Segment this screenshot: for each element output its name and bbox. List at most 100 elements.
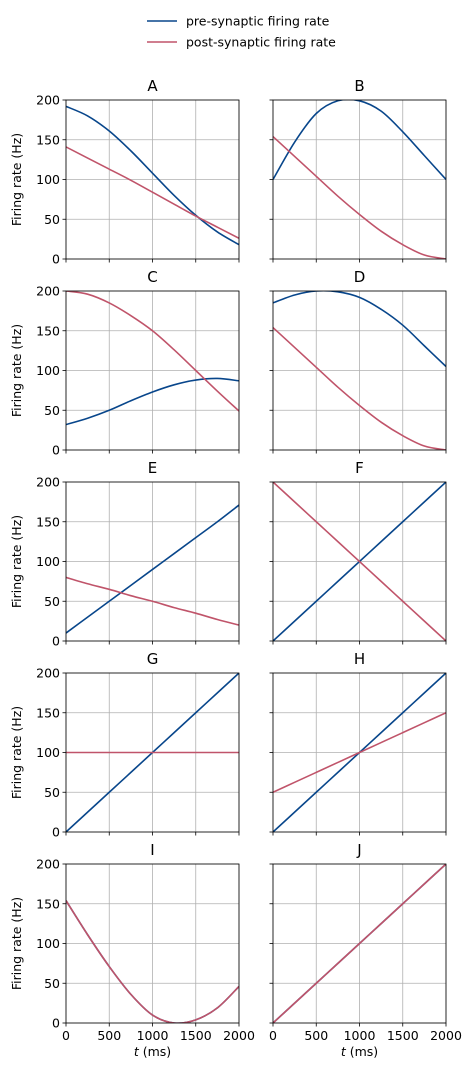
y-axis-label: Firing rate (Hz)	[9, 133, 24, 226]
panel-g: 0 50 100 150 200 Firing rate (Hz) G	[9, 650, 240, 840]
y-tick-label: 100	[36, 554, 60, 569]
x-axis-label: t (ms)	[134, 1044, 171, 1059]
series-line-post	[66, 146, 239, 240]
panel-title: E	[148, 459, 157, 477]
series-group	[66, 673, 239, 832]
panel-grid: 0 50 100 150 200 Firing rate (Hz) A B 0 50 100 150 2…	[9, 77, 462, 1059]
panel-j: 0 500 1000 1500 2000 t (ms) J	[269, 841, 462, 1059]
panel-e: 0 50 100 150 200 Firing rate (Hz) E	[9, 459, 240, 649]
y-tick-label: 200	[36, 284, 60, 299]
y-tick-label: 100	[36, 936, 60, 951]
panel-title: F	[355, 459, 364, 477]
panel-title: A	[147, 77, 158, 95]
panel-title: G	[147, 650, 159, 668]
panel-title: I	[150, 841, 154, 859]
panel-a: 0 50 100 150 200 Firing rate (Hz) A	[9, 77, 240, 267]
x-axis-label-symbol: t	[134, 1044, 140, 1059]
panel-i: 0 50 100 150 200 Firing rate (Hz) 0 500 1000 1500…	[9, 841, 255, 1059]
series-line-post	[66, 576, 239, 626]
panel-grid-lines	[272, 99, 447, 260]
panel-title: C	[147, 268, 157, 286]
y-tick-label: 150	[36, 514, 60, 529]
series-group	[273, 100, 446, 259]
series-line-pre	[66, 504, 239, 634]
y-tick-label: 0	[52, 634, 60, 649]
x-tick-label: 2000	[223, 1028, 255, 1043]
series-line-post	[273, 482, 446, 641]
y-tick-label: 150	[36, 132, 60, 147]
series-line-post	[273, 135, 446, 259]
x-axis-label: t (ms)	[341, 1044, 378, 1059]
series-line-pre	[273, 291, 446, 368]
y-tick-label: 150	[36, 705, 60, 720]
series-line-post	[66, 291, 239, 412]
x-axis-label-unit: (ms)	[139, 1044, 171, 1059]
y-tick-label: 50	[44, 403, 60, 418]
y-axis-label: Firing rate (Hz)	[9, 706, 24, 799]
y-tick-label: 0	[52, 443, 60, 458]
y-tick-label: 0	[52, 825, 60, 840]
y-tick-label: 100	[36, 363, 60, 378]
panel-title: H	[354, 650, 365, 668]
panel-f: F	[269, 459, 447, 645]
x-axis-label-unit: (ms)	[346, 1044, 378, 1059]
panel-c: 0 50 100 150 200 Firing rate (Hz) C	[9, 268, 240, 458]
panel-d: D	[269, 268, 447, 454]
panel-b: B	[269, 77, 447, 263]
y-tick-label: 50	[44, 785, 60, 800]
series-group	[66, 105, 239, 246]
panel-grid-lines	[65, 481, 240, 642]
series-line-post	[66, 900, 239, 1023]
panel-title: D	[354, 268, 366, 286]
series-group	[66, 504, 239, 634]
y-axis-label: Firing rate (Hz)	[9, 324, 24, 417]
panel-title: B	[354, 77, 364, 95]
x-tick-label: 1000	[344, 1028, 376, 1043]
y-tick-label: 150	[36, 323, 60, 338]
series-line-post	[273, 864, 446, 1023]
y-tick-label: 0	[52, 1016, 60, 1031]
y-tick-label: 100	[36, 745, 60, 760]
x-tick-label: 1500	[387, 1028, 419, 1043]
y-tick-label: 150	[36, 896, 60, 911]
x-tick-label: 1000	[137, 1028, 169, 1043]
panel-title: J	[356, 841, 361, 859]
x-axis-label-symbol: t	[341, 1044, 347, 1059]
legend: pre-synaptic firing rate post-synaptic fi…	[147, 14, 336, 50]
y-tick-label: 0	[52, 252, 60, 267]
series-line-pre	[273, 100, 446, 181]
y-tick-label: 50	[44, 594, 60, 609]
x-tick-label: 0	[269, 1028, 277, 1043]
series-group	[273, 673, 446, 832]
panel-grid-lines	[65, 99, 240, 260]
y-tick-label: 50	[44, 212, 60, 227]
series-group	[273, 482, 446, 641]
y-axis-label: Firing rate (Hz)	[9, 897, 24, 990]
x-tick-label: 0	[62, 1028, 70, 1043]
y-axis-label: Firing rate (Hz)	[9, 515, 24, 608]
panel-grid-lines	[272, 290, 447, 451]
y-tick-label: 200	[36, 93, 60, 108]
series-group	[66, 291, 239, 426]
panel-grid-lines	[65, 863, 240, 1024]
panel-grid-lines	[65, 290, 240, 451]
series-line-post	[273, 326, 446, 450]
series-group	[66, 900, 239, 1023]
x-tick-label: 2000	[430, 1028, 462, 1043]
series-group	[273, 864, 446, 1023]
y-tick-label: 100	[36, 172, 60, 187]
y-tick-label: 50	[44, 976, 60, 991]
x-tick-label: 1500	[180, 1028, 212, 1043]
x-tick-label: 500	[97, 1028, 121, 1043]
series-line-pre	[66, 105, 239, 246]
y-tick-label: 200	[36, 475, 60, 490]
series-line-post	[273, 712, 446, 793]
legend-label-pre: pre-synaptic firing rate	[186, 14, 330, 29]
series-group	[273, 291, 446, 450]
x-tick-label: 500	[304, 1028, 328, 1043]
series-line-pre	[66, 377, 239, 426]
legend-label-post: post-synaptic firing rate	[186, 35, 336, 50]
y-tick-label: 200	[36, 857, 60, 872]
y-tick-label: 200	[36, 666, 60, 681]
